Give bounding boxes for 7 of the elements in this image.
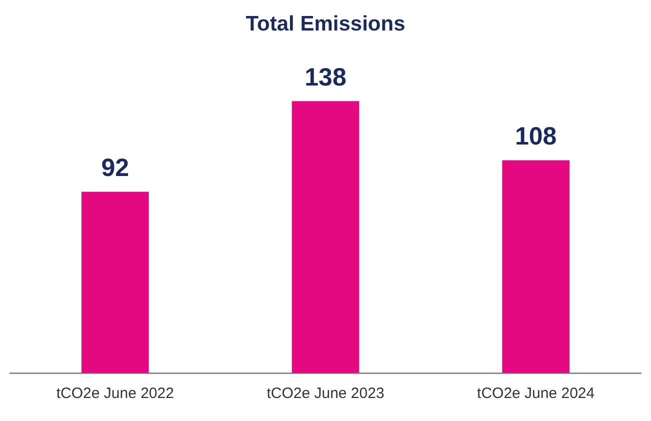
x-tick-label: tCO2e June 2022 [56, 385, 174, 402]
data-label: 92 [101, 154, 130, 182]
data-label: 108 [514, 122, 557, 151]
x-tick-label: tCO2e June 2023 [266, 385, 384, 402]
data-label: 138 [304, 64, 346, 92]
chart-title: Total Emissions [246, 12, 406, 36]
x-tick-label: tCO2e June 2024 [477, 385, 595, 402]
